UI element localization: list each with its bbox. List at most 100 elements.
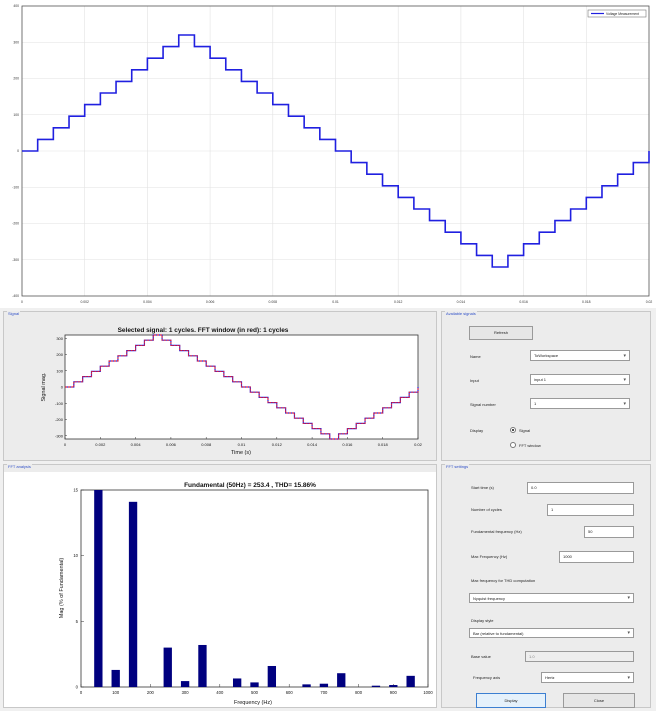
- fft-bar: [164, 648, 172, 687]
- chevron-down-icon: ▾: [627, 673, 630, 683]
- x-tick-label: 1000: [423, 690, 433, 695]
- x-tick-label: 0.018: [582, 300, 591, 304]
- y-tick-label: -100: [12, 185, 19, 189]
- fundamental-input[interactable]: 50: [584, 526, 634, 538]
- x-tick-label: 500: [251, 690, 259, 695]
- x-tick-label: 0.006: [166, 442, 177, 447]
- x-tick-label: 0.004: [131, 442, 142, 447]
- y-tick-label: -300: [55, 433, 64, 438]
- fft-bar: [268, 666, 276, 687]
- chevron-down-icon: ▾: [627, 629, 630, 638]
- chevron-down-icon: ▾: [623, 399, 626, 409]
- signal-plot: Selected signal: 1 cycles. FFT window (i…: [3, 311, 437, 461]
- display-style-value: Bar (relative to fundamental): [473, 631, 523, 636]
- y-tick-label: 100: [56, 368, 63, 373]
- name-label: Name: [470, 354, 481, 359]
- x-tick-label: 300: [182, 690, 190, 695]
- legend-label: Voltage Measurement: [606, 12, 639, 16]
- signal-plot-title: Selected signal: 1 cycles. FFT window (i…: [118, 327, 289, 334]
- fft-bar: [112, 670, 120, 687]
- input-select-value: input 1: [534, 377, 546, 382]
- signal-y-label: Signal mag.: [41, 372, 47, 402]
- fft-plot-title: Fundamental (50Hz) = 253.4 , THD= 15.86%: [184, 482, 316, 489]
- fft-bar: [181, 681, 189, 687]
- x-tick-label: 0.002: [95, 442, 106, 447]
- signal-number-label: Signal number: [470, 402, 496, 407]
- signal-number-select[interactable]: 1 ▾: [530, 398, 630, 409]
- y-tick-label: 300: [56, 336, 63, 341]
- y-tick-label: -400: [12, 294, 19, 298]
- y-tick-label: 400: [13, 4, 19, 8]
- fft-bar: [302, 684, 310, 687]
- x-tick-label: 800: [355, 690, 363, 695]
- fft-bar: [233, 678, 241, 687]
- name-select[interactable]: ToWorkspace ▾: [530, 350, 630, 361]
- input-select[interactable]: input 1 ▾: [530, 374, 630, 385]
- thd-frequency-label: Max frequency for THD computation: [471, 578, 535, 583]
- cycles-input[interactable]: 1: [547, 504, 634, 516]
- fft-bar: [320, 684, 328, 687]
- radio-signal[interactable]: [510, 427, 516, 433]
- display-style-select[interactable]: Bar (relative to fundamental) ▾: [469, 628, 634, 638]
- input-label: Input: [470, 378, 479, 383]
- fft-bar: [372, 686, 380, 687]
- x-tick-label: 0: [21, 300, 23, 304]
- x-tick-label: 0.014: [457, 300, 466, 304]
- radio-fft-window[interactable]: [510, 442, 516, 448]
- fft-bar: [406, 676, 414, 687]
- frequency-axis-label: Frequency axis: [473, 675, 500, 680]
- chevron-down-icon: ▾: [623, 375, 626, 385]
- refresh-button[interactable]: Refresh: [469, 326, 533, 340]
- fft-plot: Fundamental (50Hz) = 253.4 , THD= 15.86%…: [3, 464, 437, 708]
- legend: Voltage Measurement: [588, 10, 646, 17]
- fft-bar: [198, 645, 206, 687]
- fft-y-label: Mag (% of Fundamental): [59, 558, 65, 619]
- y-tick-label: 100: [13, 113, 19, 117]
- display-style-label: Display style: [471, 618, 493, 623]
- signal-number-value: 1: [534, 401, 536, 406]
- y-tick-label: 15: [73, 488, 78, 493]
- x-tick-label: 0.012: [394, 300, 403, 304]
- close-button[interactable]: Close: [563, 693, 635, 708]
- x-tick-label: 0.018: [378, 442, 389, 447]
- x-tick-label: 0.02: [414, 442, 423, 447]
- base-value-input[interactable]: 1.0: [525, 651, 634, 662]
- fft-bar: [337, 673, 345, 687]
- max-frequency-label: Max Frequency (Hz): [471, 554, 507, 559]
- thd-frequency-select[interactable]: Nyquist frequency ▾: [469, 593, 634, 603]
- fft-bar: [389, 685, 397, 687]
- start-time-input[interactable]: 0.0: [527, 482, 634, 494]
- fft-bar: [94, 490, 102, 687]
- x-tick-label: 0.02: [646, 300, 653, 304]
- signal-x-label: Time (s): [231, 450, 251, 456]
- x-tick-label: 700: [320, 690, 328, 695]
- available-signals-panel: Available signals Refresh Name ToWorkspa…: [441, 311, 651, 461]
- cycles-label: Number of cycles: [471, 507, 502, 512]
- display-button[interactable]: Display: [476, 693, 546, 708]
- y-tick-label: -200: [55, 417, 64, 422]
- max-frequency-input[interactable]: 1000: [559, 551, 634, 563]
- fft-settings-panel: FFT settings Start time (s) 0.0 Number o…: [441, 464, 651, 708]
- y-tick-label: -100: [55, 401, 64, 406]
- radio-fft-window-label: FFT window: [519, 443, 541, 448]
- x-tick-label: 0.008: [269, 300, 278, 304]
- fft-x-label: Frequency (Hz): [234, 700, 272, 706]
- thd-frequency-value: Nyquist frequency: [473, 596, 505, 601]
- available-signals-title: Available signals: [445, 311, 477, 316]
- chevron-down-icon: ▾: [627, 594, 630, 603]
- x-tick-label: 0.012: [272, 442, 283, 447]
- x-tick-label: 0.01: [238, 442, 247, 447]
- x-tick-label: 400: [216, 690, 224, 695]
- y-tick-label: 200: [13, 77, 19, 81]
- name-select-value: ToWorkspace: [534, 353, 558, 358]
- fft-bar: [129, 502, 137, 687]
- x-tick-label: 600: [286, 690, 294, 695]
- y-tick-label: 200: [56, 352, 63, 357]
- y-tick-label: 0: [61, 385, 64, 390]
- x-tick-label: 0.008: [201, 442, 212, 447]
- radio-signal-label: Signal: [519, 428, 530, 433]
- start-time-label: Start time (s): [471, 485, 494, 490]
- frequency-axis-select[interactable]: Hertz ▾: [541, 672, 634, 683]
- x-tick-label: 0.014: [307, 442, 318, 447]
- x-tick-label: 0.004: [143, 300, 152, 304]
